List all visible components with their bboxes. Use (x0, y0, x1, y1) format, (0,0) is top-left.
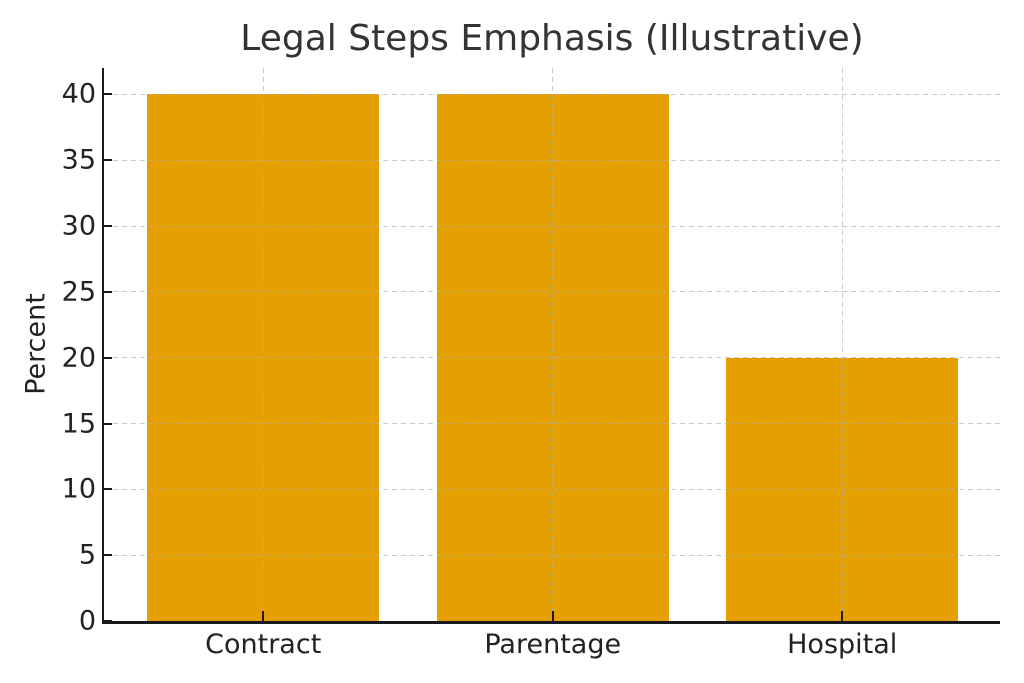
y-tick-mark (104, 422, 112, 425)
y-tick-mark (104, 620, 112, 622)
y-tick-label: 30 (61, 210, 96, 242)
gridline-horizontal (104, 93, 1000, 95)
x-tick-mark (841, 611, 844, 621)
chart-title: Legal Steps Emphasis (Illustrative) (240, 18, 864, 59)
x-tick-label-parentage: Parentage (484, 629, 622, 660)
gridline-vertical (552, 68, 554, 621)
gridline-horizontal (104, 423, 1000, 424)
gridline-horizontal (104, 225, 1000, 227)
x-axis-spine (102, 621, 1000, 624)
gridline-horizontal (104, 488, 1000, 490)
y-tick-label: 20 (61, 342, 96, 374)
gridline-horizontal (104, 357, 1000, 359)
y-tick-mark (104, 93, 112, 96)
gridline-vertical (841, 68, 843, 621)
x-tick-labels: Contract Parentage Hospital (104, 629, 1000, 669)
y-tick-label: 25 (61, 276, 96, 308)
y-tick-label: 35 (61, 144, 96, 176)
y-tick-mark (104, 159, 112, 162)
gridline-horizontal (104, 291, 1000, 293)
y-tick-label: 15 (61, 408, 96, 439)
y-tick-label: 40 (61, 78, 96, 110)
y-tick-mark (104, 225, 112, 227)
y-tick-mark (104, 290, 112, 293)
x-tick-label-contract: Contract (205, 629, 322, 660)
x-tick-label-hospital: Hospital (787, 629, 898, 660)
y-tick-label: 0 (78, 605, 96, 637)
y-tick-label: 10 (61, 473, 96, 505)
y-tick-mark (104, 488, 112, 491)
x-tick-mark (551, 611, 554, 621)
y-axis-spine (102, 68, 104, 624)
x-tick-mark (262, 611, 265, 621)
gridline-horizontal (104, 159, 1000, 161)
y-tick-label: 5 (78, 539, 96, 571)
y-tick-mark (104, 356, 112, 359)
plot-area (104, 68, 1000, 622)
gridline-horizontal (104, 554, 1000, 556)
gridline-vertical (262, 68, 264, 621)
y-tick-labels: 0 5 10 15 20 25 30 35 40 (0, 68, 96, 637)
y-tick-mark (104, 554, 112, 557)
